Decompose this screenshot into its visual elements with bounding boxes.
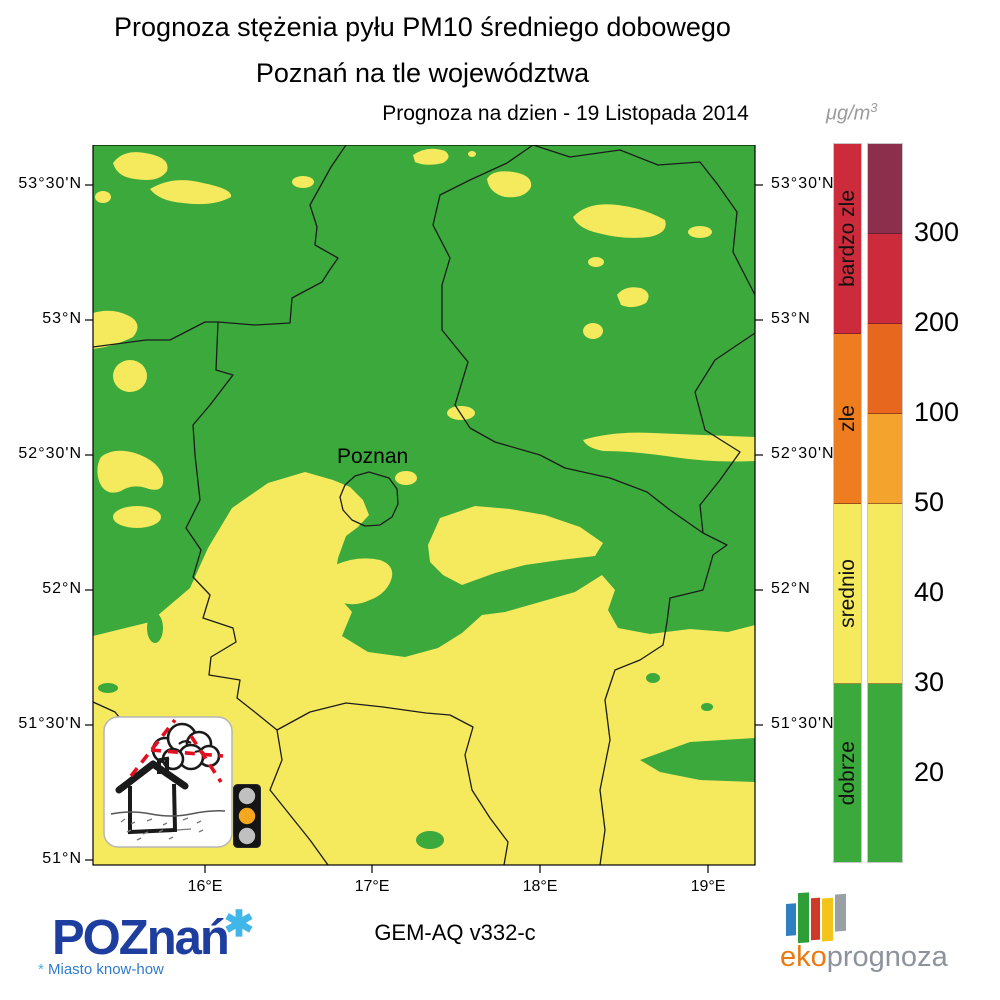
lat-label-right: 51°30'N (771, 715, 835, 732)
legend-category-srednio: srednio (834, 504, 861, 684)
legend-unit: μg/m3 (826, 100, 878, 125)
poznan-logo-tagline: * Miasto know-how (38, 961, 164, 978)
map-moderate-band (428, 506, 603, 585)
legend-tick: 300 (914, 217, 960, 247)
legend-tick: 100 (914, 397, 960, 427)
poznan-logo: POZnań✱ (52, 903, 254, 966)
city-label: Poznan (337, 445, 408, 468)
lat-label-left: 52°30'N (18, 445, 82, 462)
legend-scale-seg-200-300 (868, 234, 902, 324)
ekoprognoza-logo-icon (786, 892, 846, 944)
lat-label-left: 53°N (42, 310, 82, 327)
lat-label-right: 53°30'N (771, 175, 835, 192)
traffic-light-top-off (238, 787, 256, 805)
map-frame (92, 145, 756, 866)
traffic-light-amber-on (238, 807, 256, 825)
map-good-patches (98, 613, 755, 849)
axis-ticks (85, 184, 763, 873)
poznan-logo-asterisk-icon: ✱ (223, 903, 255, 944)
legend-category-dobrze: dobrze (834, 684, 861, 862)
house-icon (115, 756, 189, 835)
lon-label: 16°E (187, 878, 223, 895)
lat-label-left: 53°30'N (18, 175, 82, 192)
legend-tick: 40 (914, 577, 945, 607)
legend-tick: 20 (914, 757, 945, 787)
legend-scale-seg-100-200 (868, 324, 902, 414)
forecast-date-label: Prognoza na dzien - 19 Listopada 2014 (382, 102, 749, 125)
lat-label-right: 52°N (771, 580, 811, 597)
ekoprognoza-logo-text: ekoprognoza (780, 941, 948, 973)
legend-tick: 30 (914, 667, 945, 697)
map-moderate-region (93, 472, 755, 865)
map-borders (92, 145, 756, 866)
air-quality-pictogram (103, 716, 233, 848)
legend-scale-seg-50-100 (868, 414, 902, 504)
legend-tick: 200 (914, 307, 960, 337)
poznan-logo-text: POZnań (52, 911, 230, 965)
legend-scale-bar (867, 143, 903, 863)
legend-category-bardzo-zle: bardzo zle (834, 144, 861, 334)
legend-category-zle: zle (834, 334, 861, 504)
legend-tick: 50 (914, 487, 945, 517)
traffic-light-bottom-off (238, 827, 256, 845)
lat-label-right: 52°30'N (771, 445, 835, 462)
map-moderate-blobs (93, 148, 755, 528)
lat-label-right: 53°N (771, 310, 811, 327)
legend-category-bar: bardzo zle zle srednio dobrze (833, 143, 862, 863)
legend-scale-seg-300plus (868, 144, 902, 234)
traffic-light-indicator (233, 784, 261, 848)
page-subtitle: Poznań na tle województwa (255, 58, 590, 88)
no-smoke-dashes (129, 718, 224, 783)
model-version-label: GEM-AQ v332-c (374, 920, 536, 945)
lon-label: 18°E (522, 878, 558, 895)
map-moderate-hook (327, 558, 393, 605)
lat-label-left: 51°N (42, 850, 82, 867)
legend-scale-seg-30-50 (868, 504, 902, 684)
lon-label: 19°E (690, 878, 726, 895)
legend-scale-seg-under-30 (868, 684, 902, 862)
page-title: Prognoza stężenia pyłu PM10 średniego do… (114, 12, 731, 42)
lat-label-left: 51°30'N (18, 715, 82, 732)
lat-label-left: 52°N (42, 580, 82, 597)
lon-label: 17°E (354, 878, 390, 895)
ground-sketch (110, 810, 226, 841)
